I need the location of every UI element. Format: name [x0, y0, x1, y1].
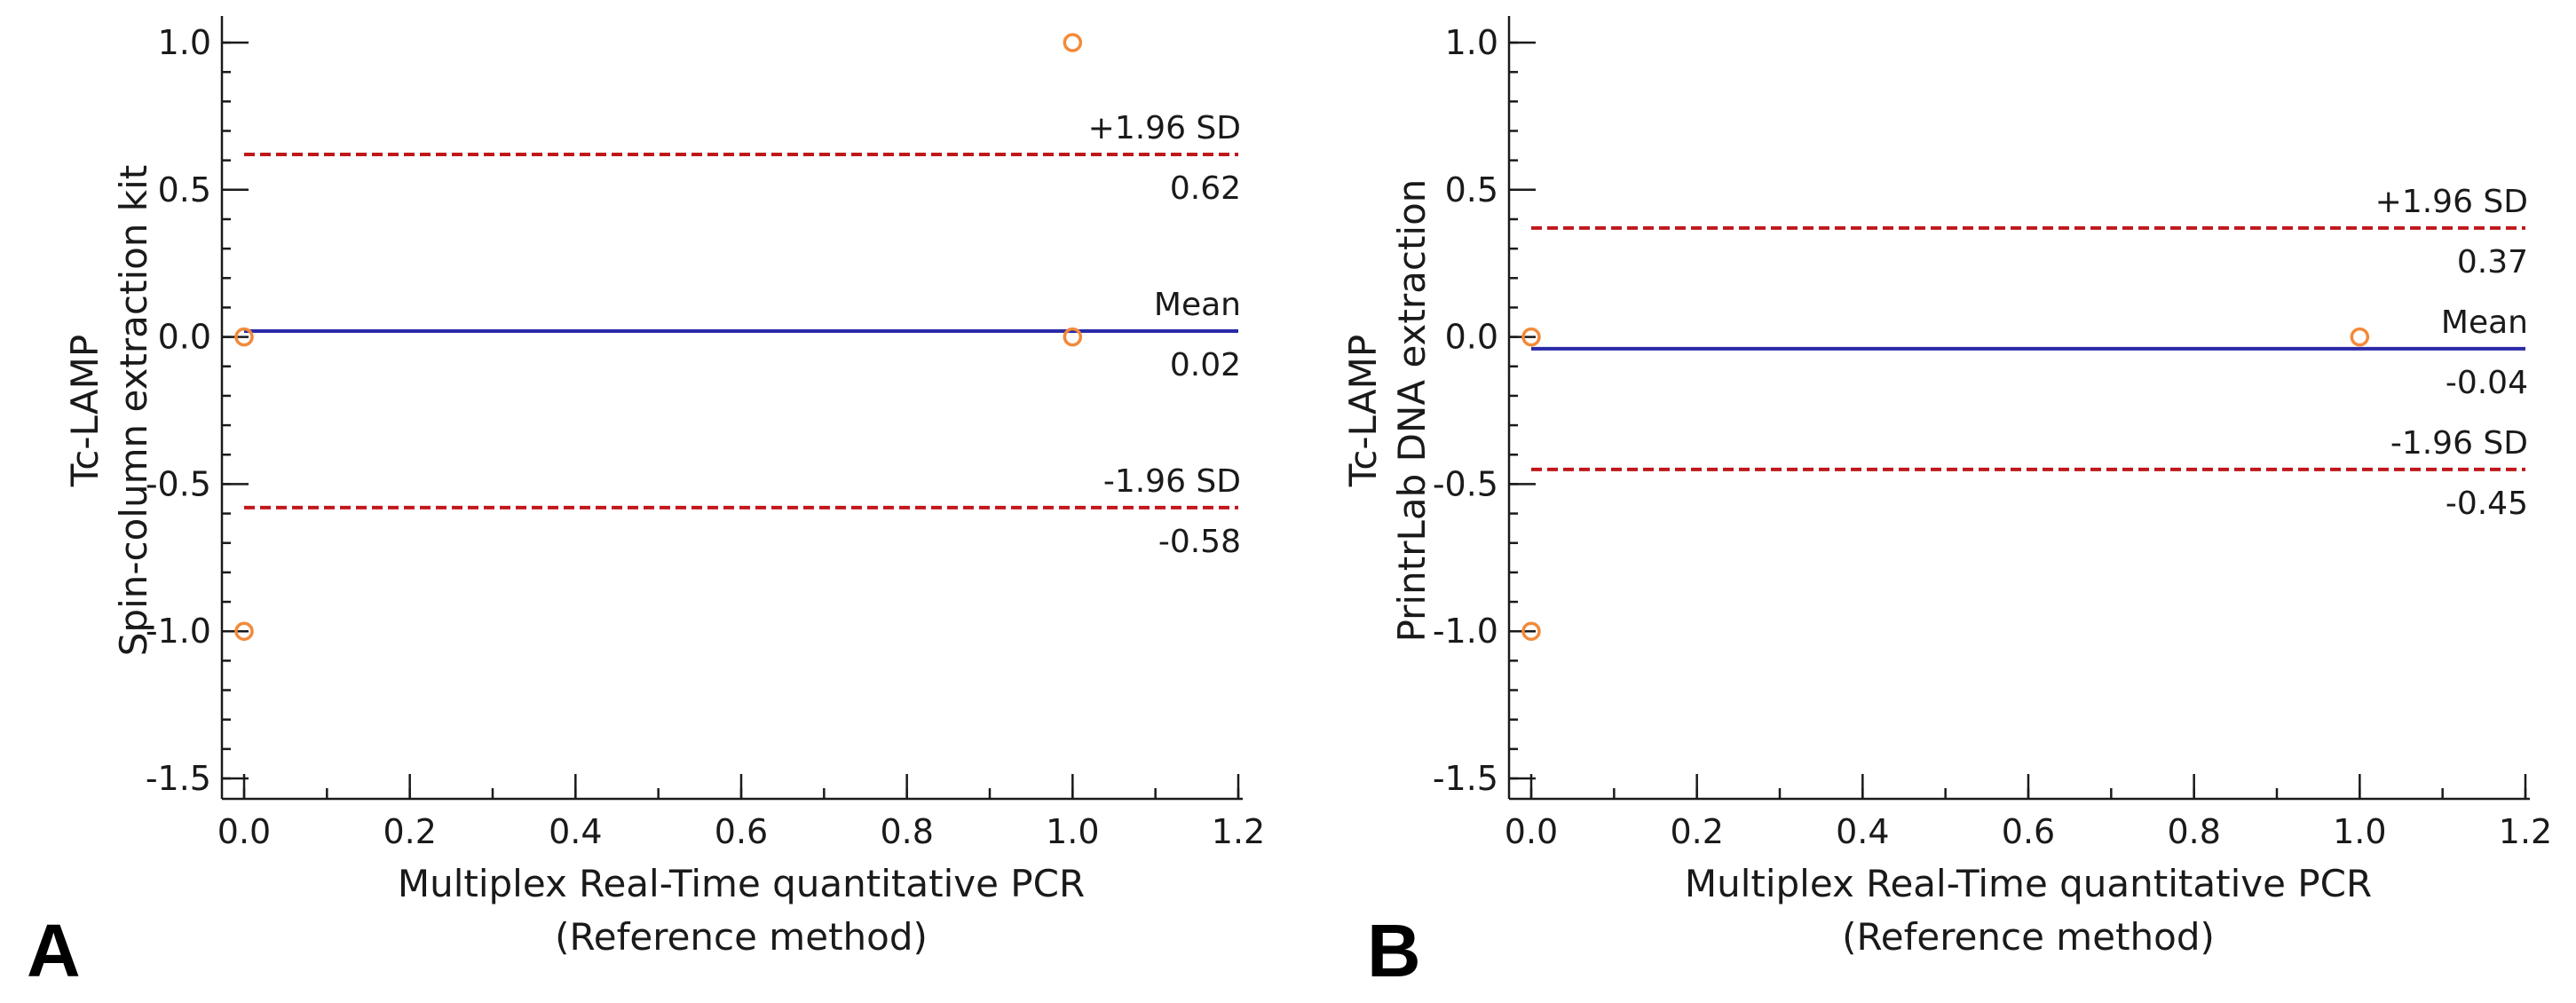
y-tick-label: -1.5: [146, 759, 211, 798]
chart-panel-a: 1.00.50.0-0.5-1.0-1.50.0 0.2 0.4 0.6 0.8 1.0 1…: [27, 16, 1265, 992]
upper-limit-label: +1.96 SD: [2375, 184, 2528, 220]
data-point: [2350, 327, 2370, 347]
x-axis-title-line1: Multiplex Real-Time quantitative PCR: [398, 862, 1085, 905]
y-axis-title-line2: PrintrLab DNA extraction: [1390, 179, 1434, 643]
data-point: [1521, 327, 1541, 347]
mean-value: -0.04: [2446, 365, 2528, 401]
x-tick-label: 0.8: [880, 812, 933, 851]
chart-panel-b: 1.00.50.0-0.5-1.0-1.50.0 0.2 0.4 0.6 0.8 1.0 1…: [1341, 16, 2552, 992]
lower-limit-value: -0.45: [2446, 486, 2528, 522]
x-axis-title-line2: (Reference method): [1842, 915, 2215, 959]
x-axis-title-line2: (Reference method): [555, 915, 928, 959]
y-axis-title-line1: Tc-LAMP: [1341, 335, 1385, 487]
y-axis-title-line2: Spin-column extraction kit: [112, 165, 155, 657]
x-tick-label: 0.0: [1505, 812, 1558, 851]
y-tick-label: 0.0: [158, 318, 211, 357]
y-tick-label: 1.0: [1445, 23, 1498, 62]
data-point: [1521, 621, 1541, 641]
y-tick-label: -1.0: [1433, 612, 1498, 651]
lower-limit-label: -1.96 SD: [2390, 425, 2528, 462]
x-tick-label: 0.8: [2167, 812, 2220, 851]
upper-limit-value: 0.62: [1170, 170, 1241, 207]
x-tick-label: 1.0: [2333, 812, 2386, 851]
data-point: [234, 621, 254, 641]
y-tick-label: 0.5: [158, 170, 211, 209]
y-tick-label: 0.0: [1445, 318, 1498, 357]
y-tick-label: -0.5: [1433, 464, 1498, 503]
mean-label: Mean: [1154, 287, 1241, 323]
panel-letter: A: [27, 909, 81, 992]
y-tick-label: -1.0: [146, 612, 211, 651]
x-tick-label: 1.0: [1046, 812, 1099, 851]
x-tick-label: 0.6: [2002, 812, 2055, 851]
x-tick-label: 1.2: [1212, 812, 1265, 851]
y-axis-title: Tc-LAMP PrintrLab DNA extraction: [1341, 179, 1434, 643]
mean-value: 0.02: [1170, 347, 1241, 383]
y-axis-title-line1: Tc-LAMP: [63, 335, 107, 487]
mean-label: Mean: [2441, 304, 2528, 341]
data-point: [1063, 33, 1083, 52]
lower-limit-value: -0.58: [1158, 524, 1241, 560]
y-tick-label: 1.0: [158, 23, 211, 62]
x-tick-label: 0.4: [1836, 812, 1889, 851]
x-tick-label: 0.6: [715, 812, 768, 851]
y-tick-label: -1.5: [1433, 759, 1498, 798]
data-point: [1063, 327, 1083, 347]
data-point: [234, 327, 254, 347]
panel-letter: B: [1367, 909, 1421, 992]
x-tick-label: 1.2: [2499, 812, 2552, 851]
x-tick-label: 0.4: [549, 812, 602, 851]
x-tick-label: 0.2: [383, 812, 436, 851]
x-axis-title-line1: Multiplex Real-Time quantitative PCR: [1685, 862, 2372, 905]
y-tick-label: 0.5: [1445, 170, 1498, 209]
upper-limit-label: +1.96 SD: [1088, 110, 1241, 146]
y-axis-title: Tc-LAMP Spin-column extraction kit: [63, 165, 155, 657]
x-tick-label: 0.2: [1670, 812, 1723, 851]
lower-limit-label: -1.96 SD: [1103, 463, 1241, 500]
x-tick-label: 0.0: [217, 812, 271, 851]
upper-limit-value: 0.37: [2457, 244, 2528, 280]
y-tick-label: -0.5: [146, 464, 211, 503]
